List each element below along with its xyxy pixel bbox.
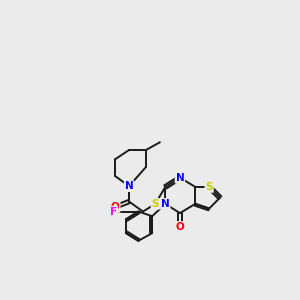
Text: N: N [161, 199, 170, 209]
Text: N: N [125, 181, 134, 191]
Text: N: N [176, 173, 184, 183]
Text: O: O [176, 222, 184, 232]
Text: S: S [206, 182, 213, 192]
Text: F: F [110, 207, 117, 217]
Text: O: O [111, 202, 120, 212]
Text: S: S [152, 199, 159, 209]
